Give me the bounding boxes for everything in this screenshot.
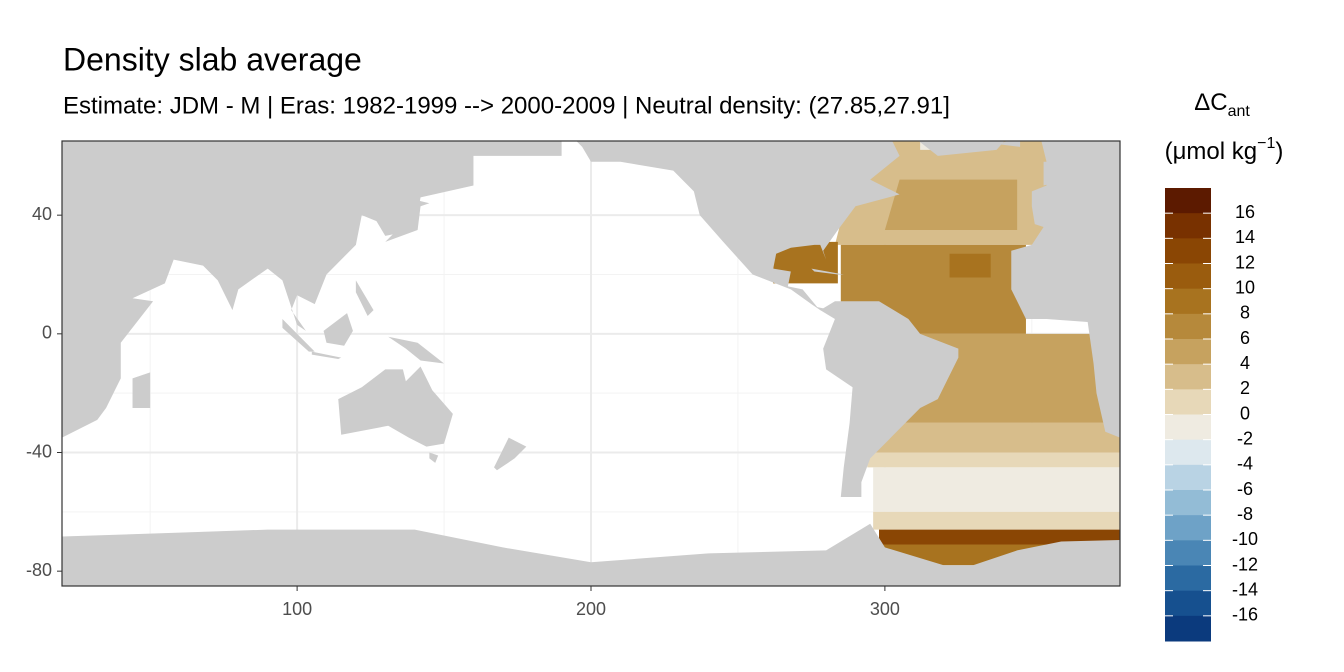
field-cell	[949, 253, 991, 278]
colorbar-bin	[1165, 238, 1211, 264]
colorbar-tick-label: -2	[1237, 428, 1253, 448]
colorbar-tick-label: 12	[1235, 252, 1255, 272]
field-cell	[873, 467, 1120, 512]
legend-title-main: ΔC	[1194, 89, 1227, 116]
colorbar-bin	[1165, 565, 1211, 592]
colorbar-tick-label: 6	[1240, 328, 1250, 348]
land	[918, 141, 1005, 156]
legend-title: ΔCant	[1194, 89, 1250, 120]
colorbar-tick-label: -12	[1232, 554, 1258, 574]
plot-area	[62, 141, 1120, 586]
y-tick-label: -80	[26, 560, 52, 580]
colorbar-bin	[1165, 590, 1211, 617]
colorbar-bin	[1165, 339, 1211, 365]
colorbar-bin	[1165, 263, 1211, 290]
field-cell	[884, 179, 1018, 230]
colorbar-bin	[1165, 213, 1211, 239]
field-cell	[879, 529, 1120, 545]
legend-unit-sup: −1	[1257, 135, 1275, 152]
land	[820, 301, 959, 497]
colorbar-bin	[1165, 364, 1211, 390]
colorbar-tick-label: 10	[1235, 277, 1255, 297]
colorbar-bin	[1165, 313, 1211, 340]
y-tick-label: -40	[26, 441, 52, 461]
land	[385, 200, 430, 242]
colorbar-bin	[1165, 464, 1211, 491]
field-cell	[873, 422, 1120, 453]
colorbar-bin	[1165, 188, 1211, 214]
colorbar-tick-label: -14	[1232, 579, 1258, 599]
colorbar-tick-label: 16	[1235, 202, 1255, 222]
land	[388, 336, 445, 364]
colorbar-bin	[1165, 288, 1211, 315]
land	[1011, 141, 1120, 438]
land	[62, 523, 1120, 586]
land	[576, 141, 900, 311]
x-tick-label: 100	[282, 599, 312, 619]
chart-title: Density slab average	[63, 41, 362, 77]
land	[494, 437, 527, 471]
colorbar-bin	[1165, 515, 1211, 541]
field-cell	[873, 511, 1120, 530]
colorbar-tick-label: -16	[1232, 605, 1258, 625]
colorbar-tick-label: -10	[1232, 529, 1258, 549]
colorbar-tick-label: -8	[1237, 504, 1253, 524]
legend-unit: (μmol kg−1)	[1165, 135, 1284, 165]
colorbar-tick-label: 14	[1235, 227, 1255, 247]
colorbar-bin	[1165, 439, 1211, 466]
land	[132, 372, 151, 408]
colorbar-bin	[1165, 615, 1211, 642]
land	[282, 319, 315, 352]
colorbar-tick-label: 4	[1240, 353, 1250, 373]
legend-unit-close: )	[1275, 138, 1283, 165]
land	[323, 313, 353, 346]
colorbar-bin	[1165, 414, 1211, 441]
land	[355, 280, 374, 317]
x-tick-label: 200	[576, 599, 606, 619]
field-cell	[867, 452, 1120, 468]
land	[338, 366, 453, 447]
x-tick-label: 300	[870, 599, 900, 619]
colorbar-tick-label: 0	[1240, 403, 1250, 423]
land	[1043, 161, 1056, 186]
legend-unit-text: (μmol kg	[1165, 138, 1258, 165]
land	[62, 141, 562, 438]
land	[996, 141, 1021, 147]
y-tick-label: 40	[32, 204, 52, 224]
colorbar-bin	[1165, 540, 1211, 566]
colorbar-tick-label: -4	[1237, 454, 1253, 474]
chart-subtitle: Estimate: JDM - M | Eras: 1982-1999 --> …	[63, 92, 950, 119]
colorbar-bin	[1165, 389, 1211, 415]
land	[311, 351, 342, 360]
land	[429, 452, 439, 463]
y-tick-label: 0	[42, 323, 52, 343]
colorbar-tick-label: 8	[1240, 303, 1250, 323]
land	[811, 268, 844, 275]
colorbar-tick-label: -6	[1237, 479, 1253, 499]
colorbar-bin	[1165, 490, 1211, 516]
legend-title-sub: ant	[1228, 103, 1251, 120]
colorbar-tick-label: 2	[1240, 378, 1250, 398]
